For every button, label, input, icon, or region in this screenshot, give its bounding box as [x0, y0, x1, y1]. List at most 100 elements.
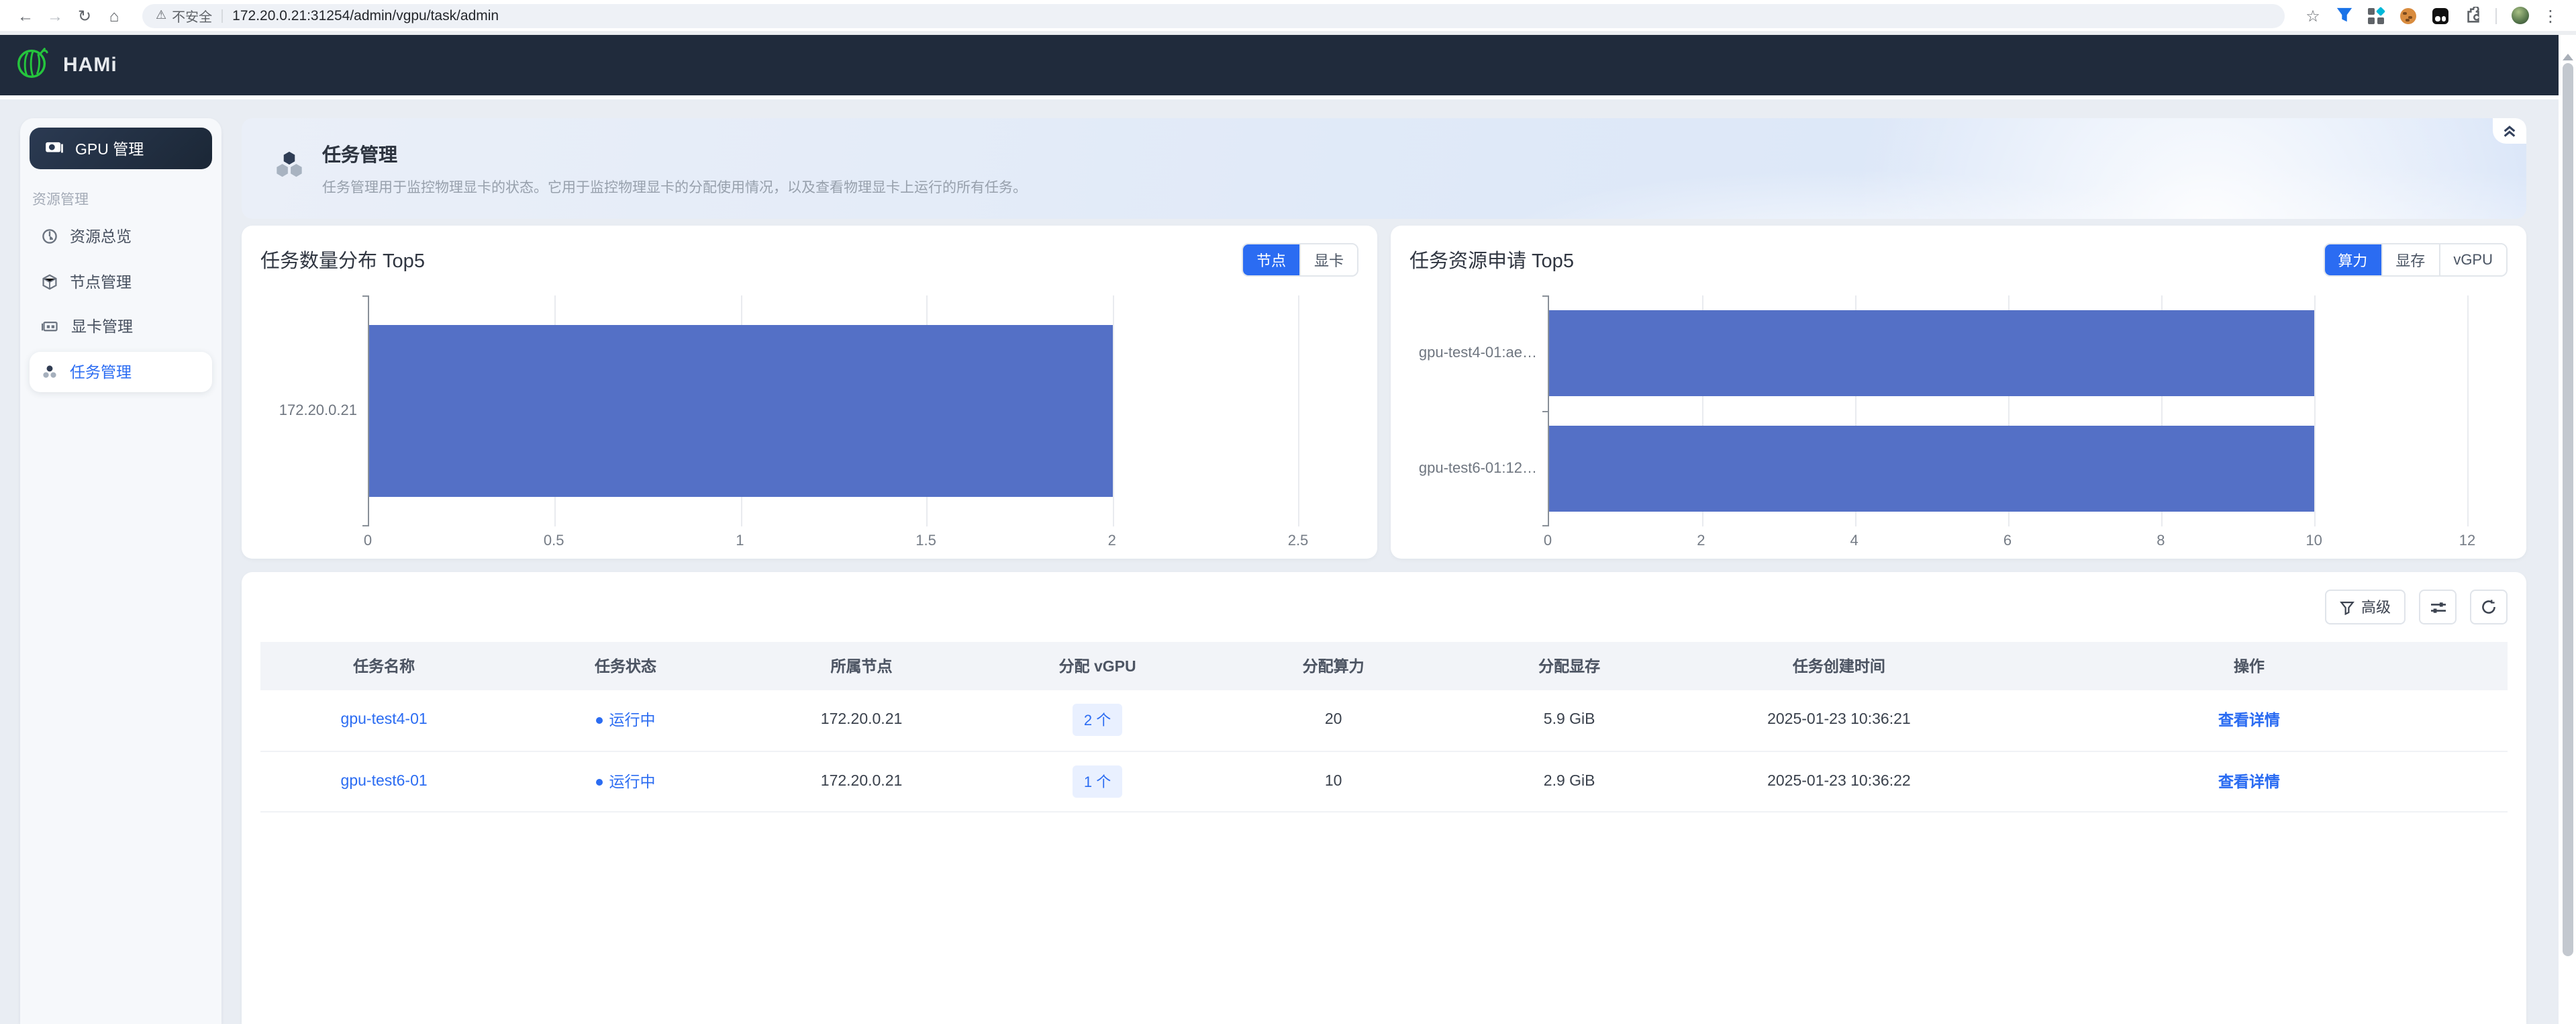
x-tick-label: 2.5 — [1287, 533, 1309, 549]
url-text: 172.20.0.21:31254/admin/vgpu/task/admin — [232, 7, 499, 24]
extensions-puzzle-icon[interactable] — [2462, 5, 2483, 26]
gridline — [2314, 295, 2316, 526]
gridline — [1298, 295, 1299, 526]
x-tick-label: 10 — [2306, 533, 2322, 549]
sidebar-item-node-management[interactable]: 节点管理 — [30, 261, 212, 301]
bar-gpu-test6-01:12… — [1549, 426, 2314, 512]
collapse-header-button[interactable] — [2493, 118, 2526, 144]
advanced-filter-label: 高级 — [2361, 600, 2391, 616]
brand-name: HAMi — [63, 54, 117, 77]
status-text: 运行中 — [609, 713, 656, 730]
gridline — [1702, 295, 1703, 526]
compute-value: 20 — [1324, 712, 1342, 729]
table-toolbar: 高级 — [260, 590, 2508, 624]
dark-extension-icon[interactable] — [2430, 5, 2451, 26]
cookie-extension-icon[interactable] — [2397, 5, 2419, 26]
status-dot-icon — [595, 778, 603, 785]
charts-row: 任务数量分布 Top5 节点 显卡 172.20.0.21 0 0.5 1 1.5 2 2.… — [242, 226, 2526, 559]
gpu-management-button[interactable]: GPU 管理 — [30, 128, 212, 169]
bar-gpu-test4-01:ae… — [1549, 310, 2314, 396]
chart-tab-算力[interactable]: 算力 — [2324, 244, 2381, 275]
home-icon[interactable]: ⌂ — [109, 6, 119, 25]
security-warning-icon: ⚠ — [156, 8, 167, 21]
x-tick-label: 2 — [1697, 533, 1705, 549]
task-count-chart-card: 任务数量分布 Top5 节点 显卡 172.20.0.21 0 0.5 1 1.5 2 2.… — [242, 226, 1377, 559]
window-gutter — [2559, 35, 2576, 1024]
gridline — [2008, 295, 2010, 526]
sidebar-item-resource-overview[interactable]: 资源总览 — [30, 216, 212, 257]
column-header: 分配 vGPU — [979, 642, 1216, 690]
tasks-table-card: 高级 任务名称 任务状态 所属节点分 — [242, 572, 2526, 1024]
node-value: 172.20.0.21 — [820, 773, 903, 789]
vgpu-count-badge[interactable]: 2 个 — [1073, 704, 1122, 737]
page-description: 任务管理用于监控物理显卡的状态。它用于监控物理显卡的分配使用情况，以及查看物理显… — [322, 179, 1027, 195]
sidebar-section-label: 资源管理 — [32, 192, 89, 208]
app-navbar: HAMi — [0, 35, 2576, 95]
memory-value: 5.9 GiB — [1543, 712, 1595, 729]
y-category-label: 172.20.0.21 — [279, 403, 357, 419]
status-dot-icon — [595, 717, 603, 725]
bar-chart: 172.20.0.21 0 0.5 1 1.5 2 2.5 — [260, 295, 1358, 551]
sidebar-item-label: 显卡管理 — [71, 320, 133, 336]
bar-chart: gpu-test4-01:ae… gpu-test6-01:12… 0 2 4 6 8 10… — [1409, 295, 2508, 551]
chart-tab-显卡[interactable]: 显卡 — [1299, 244, 1357, 275]
status-badge: 运行中 — [595, 713, 656, 730]
created-time-value: 2025-01-23 10:36:21 — [1767, 712, 1911, 729]
browser-menu-icon[interactable]: ⋮ — [2542, 6, 2559, 25]
task-cluster-icon — [43, 365, 56, 377]
advanced-filter-button[interactable]: 高级 — [2325, 590, 2406, 624]
table-row: gpu-test4-01 运行中 172.20.0.21 2 个 20 5.9 GiB 20… — [260, 690, 2508, 751]
grid-extension-icon[interactable] — [2365, 5, 2387, 26]
gauge-icon — [42, 229, 57, 244]
funnel-extension-icon[interactable] — [2333, 5, 2355, 26]
task-resource-chart-card: 任务资源申请 Top5 算力 显存 vGPU gpu-test4-01:ae… gpu… — [1391, 226, 2526, 559]
column-header: 任务名称 — [260, 642, 508, 690]
chart-tab-显存[interactable]: 显存 — [2381, 244, 2439, 275]
vgpu-count-badge[interactable]: 1 个 — [1073, 765, 1122, 797]
sidebar-item-task-management[interactable]: 任务管理 — [30, 351, 212, 391]
compute-value: 10 — [1324, 773, 1342, 789]
chart-tabs: 节点 显卡 — [1242, 243, 1358, 277]
page-header-card: 任务管理 任务管理用于监控物理显卡的状态。它用于监控物理显卡的分配使用情况，以及… — [242, 118, 2526, 219]
column-header: 所属节点 — [743, 642, 980, 690]
x-tick-label: 0 — [363, 533, 373, 549]
gridline — [2161, 295, 2163, 526]
scroll-up-icon[interactable] — [2563, 54, 2573, 60]
sliders-icon — [2430, 602, 2445, 612]
x-tick-label: 6 — [2003, 533, 2012, 549]
page-scrollbar[interactable] — [2561, 54, 2575, 1024]
back-icon[interactable]: ← — [17, 6, 34, 25]
status-badge: 运行中 — [595, 774, 656, 790]
view-details-link[interactable]: 查看详情 — [2218, 713, 2280, 730]
x-tick-label: 2 — [1107, 533, 1116, 549]
x-tick-label: 0 — [1543, 533, 1552, 549]
gpu-card-icon — [46, 142, 63, 153]
graphics-card-icon — [42, 320, 58, 331]
refresh-icon — [2482, 600, 2495, 614]
profile-avatar[interactable] — [2509, 5, 2530, 26]
gridline — [2467, 295, 2469, 526]
refresh-button[interactable] — [2470, 590, 2508, 624]
x-tick-label: 8 — [2157, 533, 2165, 549]
task-name-link[interactable]: gpu-test6-01 — [340, 773, 428, 789]
column-settings-button[interactable] — [2419, 590, 2457, 624]
bookmark-star-icon[interactable]: ☆ — [2306, 6, 2320, 25]
view-details-link[interactable]: 查看详情 — [2218, 774, 2280, 790]
task-name-link[interactable]: gpu-test4-01 — [340, 712, 428, 729]
main-panel: 任务管理 任务管理用于监控物理显卡的状态。它用于监控物理显卡的分配使用情况，以及… — [242, 118, 2526, 1024]
sidebar-item-gpu-card-management[interactable]: 显卡管理 — [30, 306, 212, 346]
bar-172.20.0.21 — [369, 325, 1113, 497]
scrollbar-thumb[interactable] — [2563, 63, 2573, 957]
hami-logo-icon — [15, 44, 51, 87]
address-bar[interactable]: ⚠ 不安全 172.20.0.21:31254/admin/vgpu/task/… — [142, 3, 2285, 28]
content-area: GPU 管理 资源管理 资源总览 节点管理 — [0, 99, 2559, 1024]
chart-tab-节点[interactable]: 节点 — [1243, 244, 1299, 275]
node-value: 172.20.0.21 — [820, 712, 903, 729]
column-header: 分配显存 — [1451, 642, 1687, 690]
x-tick-label: 1.5 — [915, 533, 936, 549]
x-tick-label: 0.5 — [543, 533, 564, 549]
reload-icon[interactable]: ↻ — [77, 6, 92, 25]
forward-icon[interactable]: → — [47, 6, 63, 25]
chart-tab-vGPU[interactable]: vGPU — [2438, 244, 2506, 275]
